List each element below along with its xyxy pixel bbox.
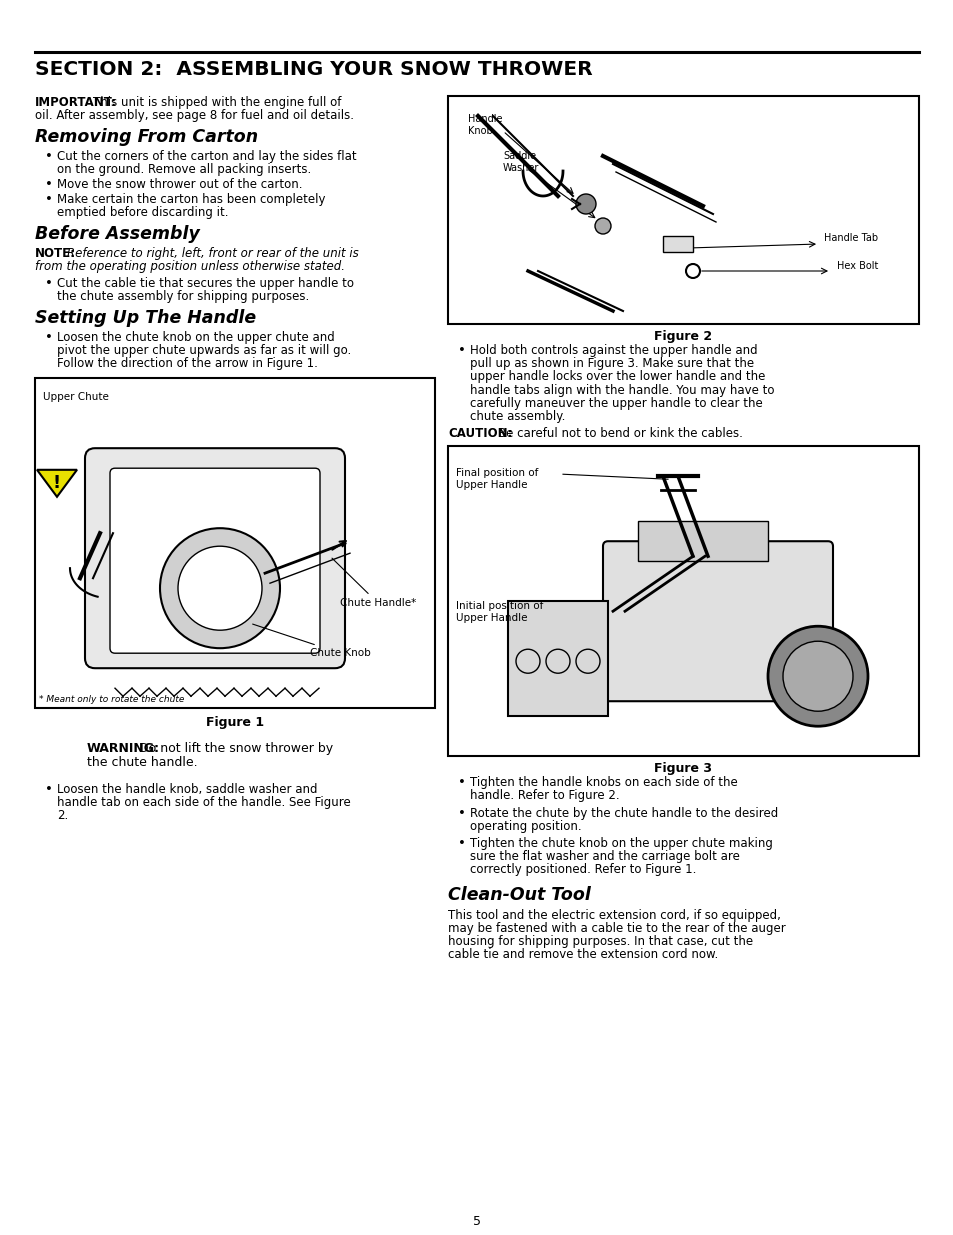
Text: Handle Tab: Handle Tab [823, 233, 877, 243]
Text: handle tabs align with the handle. You may have to: handle tabs align with the handle. You m… [470, 384, 774, 396]
Text: Final position of
Upper Handle: Final position of Upper Handle [456, 468, 537, 490]
Text: the chute assembly for shipping purposes.: the chute assembly for shipping purposes… [57, 290, 309, 304]
Text: •: • [45, 149, 52, 163]
Text: oil. After assembly, see page 8 for fuel and oil details.: oil. After assembly, see page 8 for fuel… [35, 109, 354, 122]
Text: Setting Up The Handle: Setting Up The Handle [35, 310, 255, 327]
Circle shape [767, 626, 867, 726]
Circle shape [178, 546, 262, 630]
Text: Reference to right, left, front or rear of the unit is: Reference to right, left, front or rear … [67, 247, 358, 259]
Text: handle tab on each side of the handle. See Figure: handle tab on each side of the handle. S… [57, 795, 351, 809]
Text: upper handle locks over the lower handle and the: upper handle locks over the lower handle… [470, 370, 764, 383]
FancyBboxPatch shape [110, 468, 319, 653]
Text: Chute Handle*: Chute Handle* [332, 558, 416, 608]
Text: •: • [457, 806, 465, 820]
Text: •: • [457, 837, 465, 850]
Text: •: • [45, 277, 52, 290]
Text: * Meant only to rotate the chute: * Meant only to rotate the chute [39, 695, 184, 704]
Text: Do not lift the snow thrower by: Do not lift the snow thrower by [139, 742, 333, 755]
Text: carefully maneuver the upper handle to clear the: carefully maneuver the upper handle to c… [470, 396, 762, 410]
Text: Figure 3: Figure 3 [654, 762, 712, 776]
Circle shape [160, 529, 280, 648]
Text: from the operating position unless otherwise stated.: from the operating position unless other… [35, 259, 345, 273]
Text: Figure 2: Figure 2 [654, 330, 712, 343]
Bar [35, 378, 435, 708]
Text: IMPORTANT:: IMPORTANT: [35, 96, 117, 109]
Text: !: ! [52, 474, 61, 492]
Text: correctly positioned. Refer to Figure 1.: correctly positioned. Refer to Figure 1. [470, 863, 696, 877]
Text: •: • [45, 331, 52, 343]
Text: housing for shipping purposes. In that case, cut the: housing for shipping purposes. In that c… [448, 935, 752, 948]
Text: •: • [45, 178, 52, 191]
Text: Loosen the handle knob, saddle washer and: Loosen the handle knob, saddle washer an… [57, 783, 317, 795]
Text: pull up as shown in Figure 3. Make sure that the: pull up as shown in Figure 3. Make sure … [470, 357, 753, 370]
Circle shape [782, 641, 852, 711]
Bar [638, 521, 767, 561]
Text: This tool and the electric extension cord, if so equipped,: This tool and the electric extension cor… [448, 909, 781, 923]
Circle shape [595, 219, 610, 233]
Text: emptied before discarding it.: emptied before discarding it. [57, 206, 229, 220]
Text: Hold both controls against the upper handle and: Hold both controls against the upper han… [470, 345, 757, 357]
Text: Before Assembly: Before Assembly [35, 226, 200, 243]
Text: Move the snow thrower out of the carton.: Move the snow thrower out of the carton. [57, 178, 302, 191]
Text: This unit is shipped with the engine full of: This unit is shipped with the engine ful… [92, 96, 341, 109]
Text: 2.: 2. [57, 809, 69, 823]
Text: Loosen the chute knob on the upper chute and: Loosen the chute knob on the upper chute… [57, 331, 335, 343]
Text: Rotate the chute by the chute handle to the desired: Rotate the chute by the chute handle to … [470, 806, 778, 820]
Text: chute assembly.: chute assembly. [470, 410, 565, 422]
Text: sure the flat washer and the carriage bolt are: sure the flat washer and the carriage bo… [470, 850, 740, 863]
Text: Cut the cable tie that secures the upper handle to: Cut the cable tie that secures the upper… [57, 277, 354, 290]
Text: 5: 5 [473, 1215, 480, 1228]
Text: Follow the direction of the arrow in Figure 1.: Follow the direction of the arrow in Fig… [57, 357, 317, 370]
Text: Cut the corners of the carton and lay the sides flat: Cut the corners of the carton and lay th… [57, 149, 356, 163]
FancyBboxPatch shape [602, 541, 832, 701]
Text: Handle
Knob: Handle Knob [468, 114, 502, 136]
Text: WARNING:: WARNING: [87, 742, 160, 755]
Text: Make certain the carton has been completely: Make certain the carton has been complet… [57, 193, 325, 206]
Bar [448, 96, 918, 324]
Bar [507, 601, 607, 716]
Text: Hex Bolt: Hex Bolt [836, 261, 878, 270]
Text: •: • [457, 345, 465, 357]
Text: Tighten the handle knobs on each side of the: Tighten the handle knobs on each side of… [470, 777, 737, 789]
FancyBboxPatch shape [85, 448, 345, 668]
Text: Chute Knob: Chute Knob [253, 624, 371, 658]
Text: Saddle
Washer: Saddle Washer [502, 151, 538, 173]
Text: Be careful not to bend or kink the cables.: Be careful not to bend or kink the cable… [497, 427, 742, 440]
Text: NOTE:: NOTE: [35, 247, 76, 259]
Text: Figure 1: Figure 1 [206, 716, 264, 729]
Text: •: • [457, 777, 465, 789]
Text: pivot the upper chute upwards as far as it will go.: pivot the upper chute upwards as far as … [57, 343, 351, 357]
Text: •: • [45, 783, 52, 795]
Text: Initial position of
Upper Handle: Initial position of Upper Handle [456, 601, 543, 622]
Polygon shape [37, 469, 77, 496]
Text: SECTION 2:  ASSEMBLING YOUR SNOW THROWER: SECTION 2: ASSEMBLING YOUR SNOW THROWER [35, 61, 592, 79]
Text: •: • [45, 193, 52, 206]
Text: CAUTION:: CAUTION: [448, 427, 512, 440]
Text: handle. Refer to Figure 2.: handle. Refer to Figure 2. [470, 789, 619, 803]
Text: Clean-Out Tool: Clean-Out Tool [448, 887, 590, 904]
Bar [662, 236, 692, 252]
Text: Removing From Carton: Removing From Carton [35, 128, 258, 147]
Text: on the ground. Remove all packing inserts.: on the ground. Remove all packing insert… [57, 163, 311, 175]
Text: may be fastened with a cable tie to the rear of the auger: may be fastened with a cable tie to the … [448, 923, 785, 935]
Text: Upper Chute: Upper Chute [43, 393, 109, 403]
Bar [448, 446, 918, 756]
Text: operating position.: operating position. [470, 820, 581, 832]
Text: the chute handle.: the chute handle. [87, 756, 197, 769]
Circle shape [576, 194, 596, 214]
Text: cable tie and remove the extension cord now.: cable tie and remove the extension cord … [448, 948, 718, 962]
Text: Tighten the chute knob on the upper chute making: Tighten the chute knob on the upper chut… [470, 837, 772, 850]
